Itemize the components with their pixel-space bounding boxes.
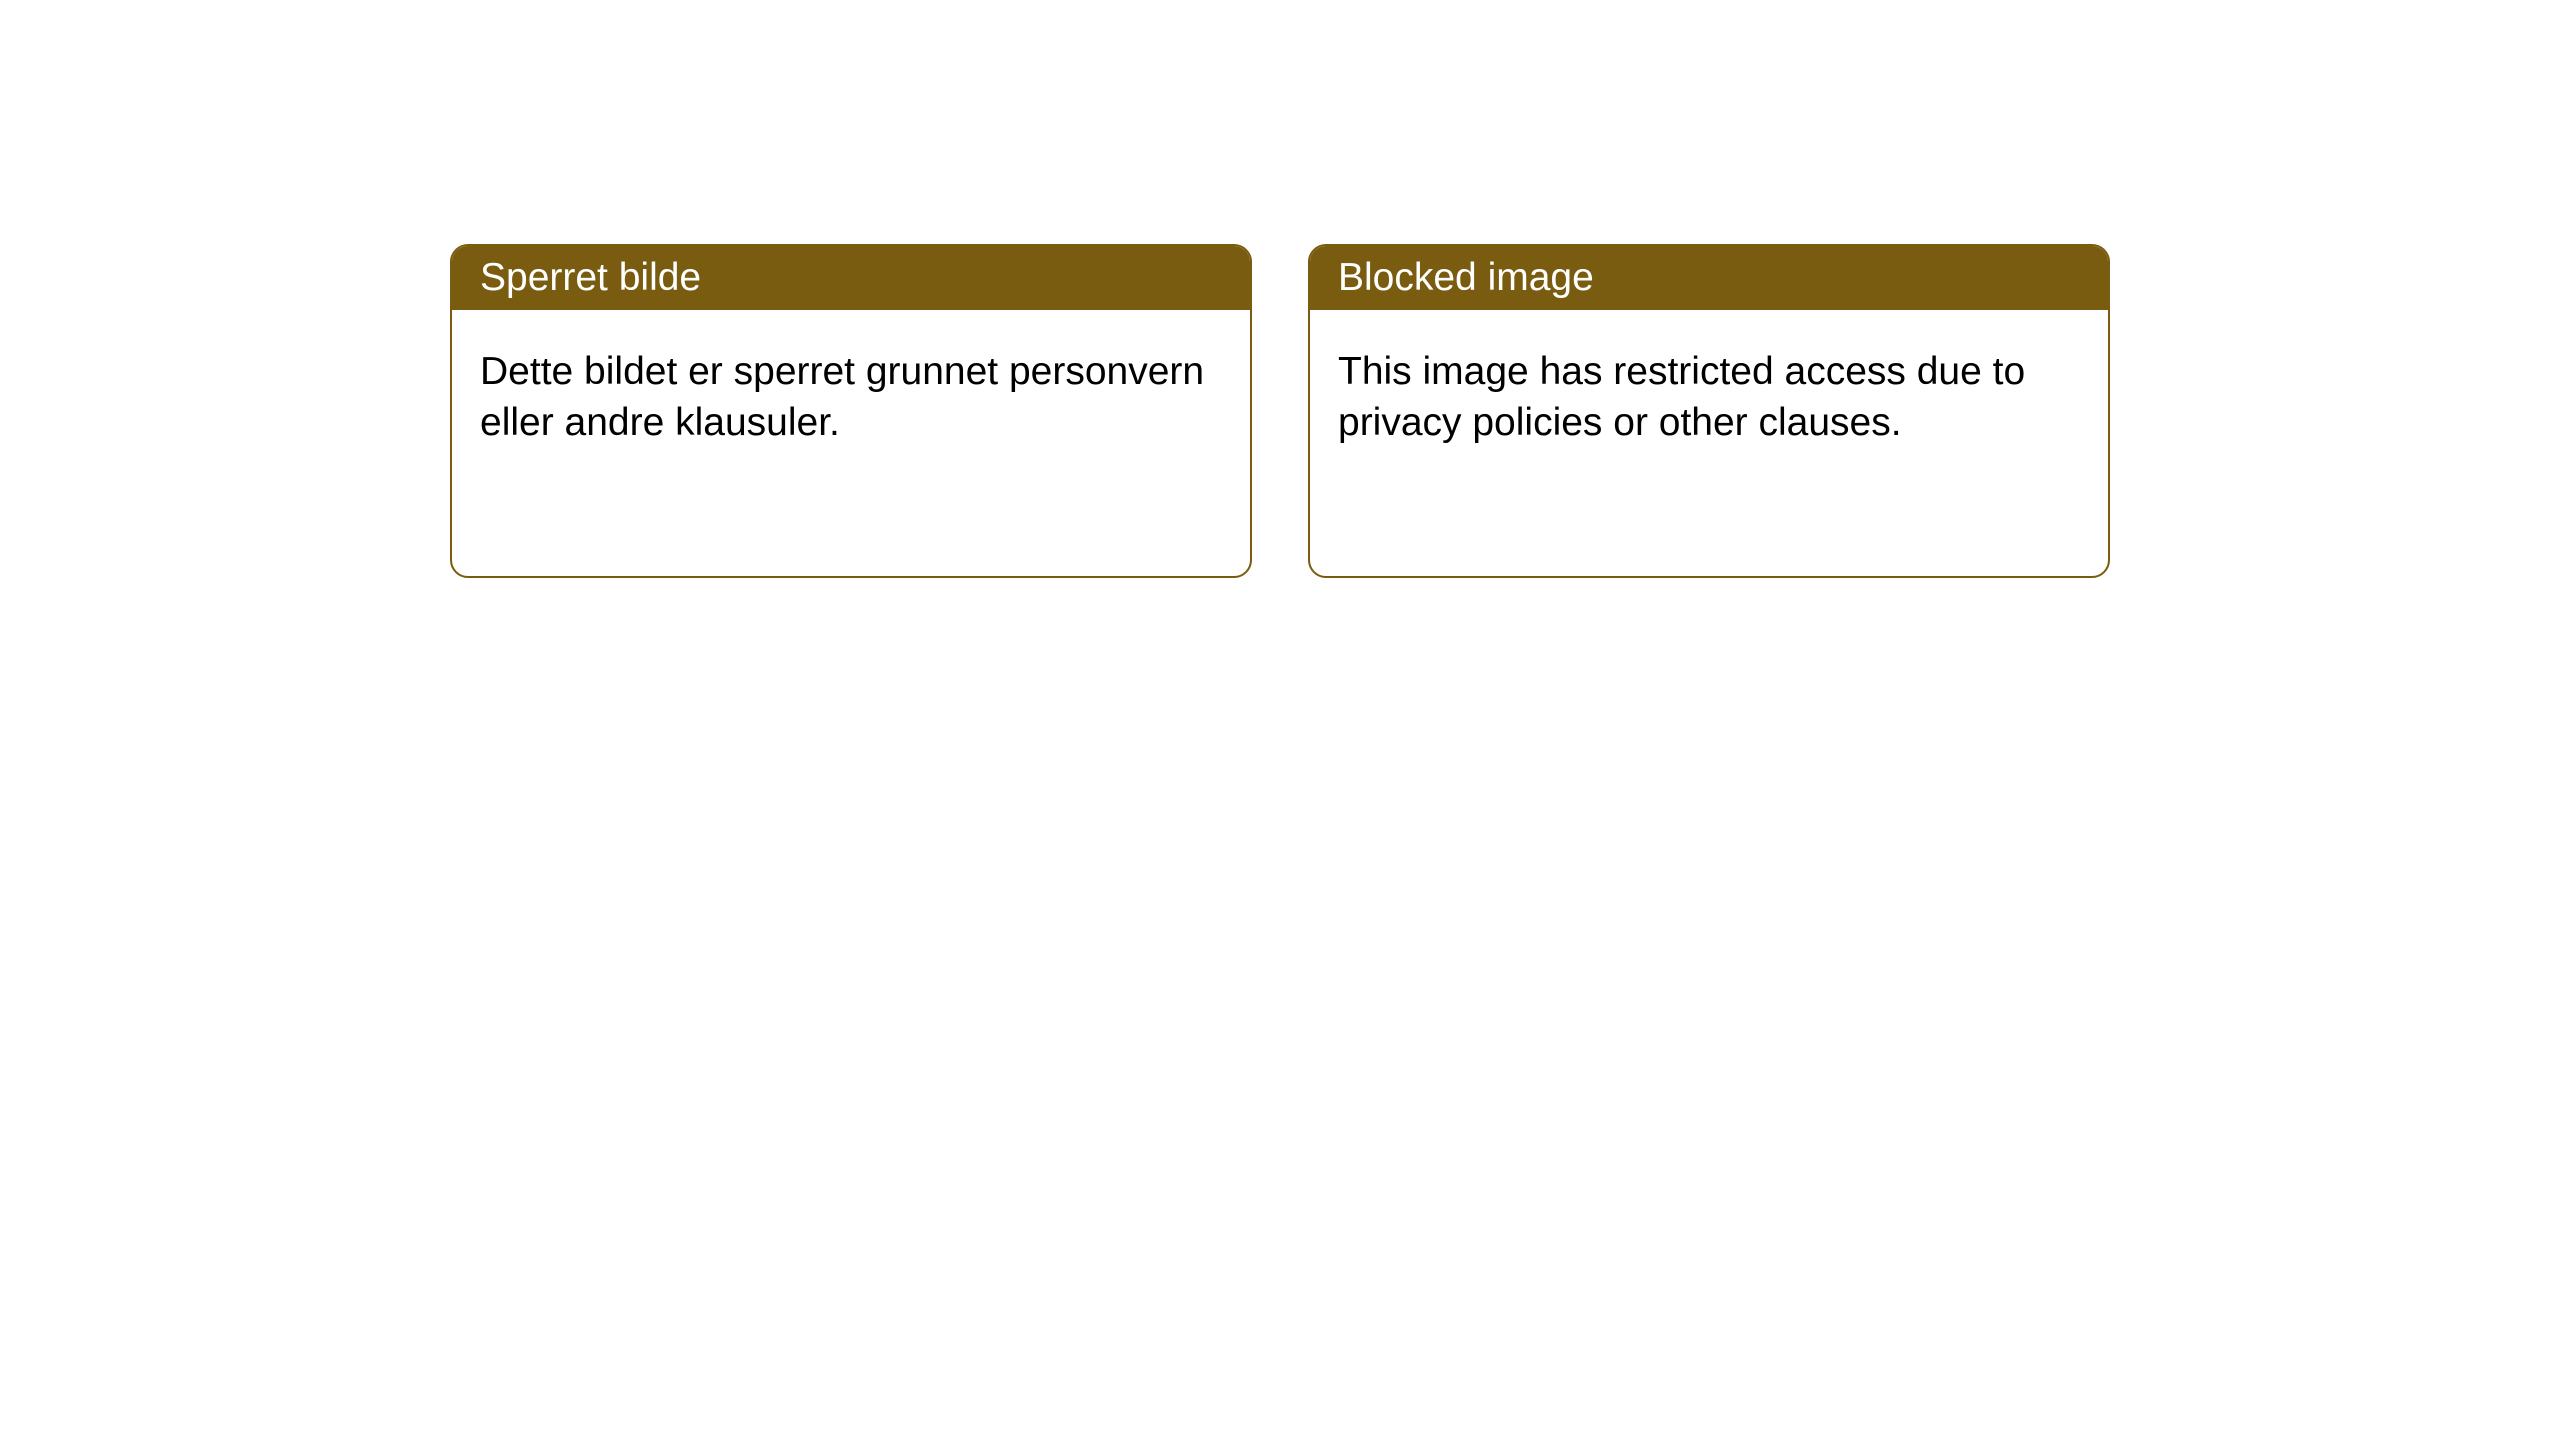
notice-card-no: Sperret bilde Dette bildet er sperret gr… bbox=[450, 244, 1252, 578]
card-body: This image has restricted access due to … bbox=[1310, 310, 2108, 485]
card-title: Sperret bilde bbox=[452, 246, 1250, 310]
notice-container: Sperret bilde Dette bildet er sperret gr… bbox=[450, 244, 2560, 578]
card-title: Blocked image bbox=[1310, 246, 2108, 310]
notice-card-en: Blocked image This image has restricted … bbox=[1308, 244, 2110, 578]
card-body: Dette bildet er sperret grunnet personve… bbox=[452, 310, 1250, 485]
